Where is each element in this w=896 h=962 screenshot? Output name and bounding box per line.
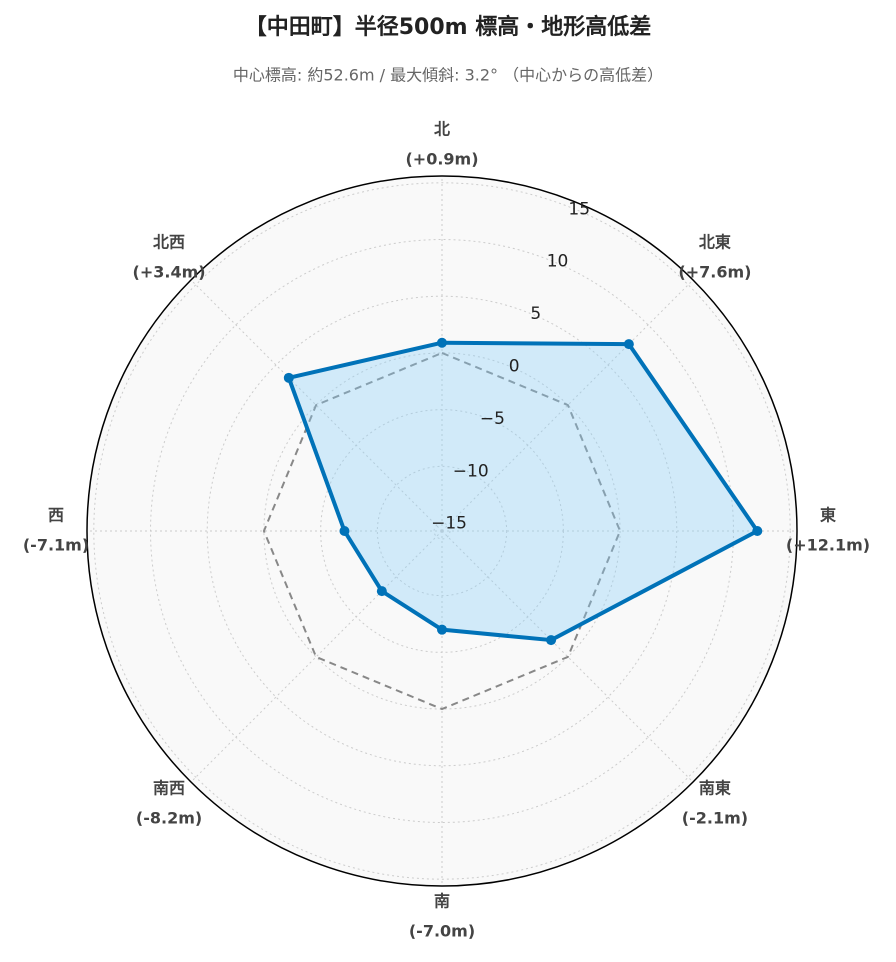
grid-circle [263, 352, 621, 710]
grid-circle [93, 182, 791, 880]
spoke [190, 279, 443, 532]
point [623, 339, 634, 350]
value-label: (+12.1m) [786, 536, 870, 555]
r-tick-label: −5 [480, 409, 505, 429]
value-label: (+0.9m) [405, 150, 478, 169]
value-label: (+3.4m) [133, 263, 206, 282]
value-label: (-8.2m) [136, 808, 202, 827]
category-label: 北 [434, 120, 450, 139]
r-tick-label: 5 [530, 304, 541, 324]
point [546, 635, 557, 646]
category-label: 東 [820, 506, 836, 525]
chart-subtitle: 中心標高: 約52.6m / 最大傾斜: 3.2° （中心からの高低差） [233, 66, 663, 85]
category-label: 南東 [699, 778, 731, 797]
r-tick-label: 10 [547, 252, 569, 272]
reference-line [262, 351, 622, 711]
value-label: (-7.0m) [409, 922, 475, 941]
grid-circle [206, 295, 678, 767]
point [376, 586, 387, 597]
value-label: (+7.6m) [678, 263, 751, 282]
r-tick-label: −10 [453, 461, 489, 481]
category-label: 西 [48, 506, 64, 525]
r-tick-label: −15 [431, 514, 467, 534]
spoke [441, 530, 694, 783]
chart-title: 【中田町】半径500m 標高・地形高低差 [245, 14, 652, 40]
grid-circle [376, 465, 508, 597]
category-label: 北西 [153, 233, 185, 252]
point [437, 624, 447, 635]
r-tick-label: 15 [568, 199, 590, 219]
category-label: 南西 [153, 778, 185, 797]
outer-circle [86, 175, 798, 887]
point [283, 372, 294, 383]
r-tick-label: 0 [509, 356, 520, 376]
value-label: (-2.1m) [682, 808, 748, 827]
value-label: (-7.1m) [23, 536, 89, 555]
point [339, 526, 350, 536]
point [437, 337, 447, 348]
category-label: 北東 [699, 233, 731, 252]
spoke [190, 530, 443, 783]
category-label: 南 [434, 892, 450, 911]
spoke [441, 279, 694, 532]
grid-circle [433, 522, 451, 540]
point [752, 526, 763, 536]
